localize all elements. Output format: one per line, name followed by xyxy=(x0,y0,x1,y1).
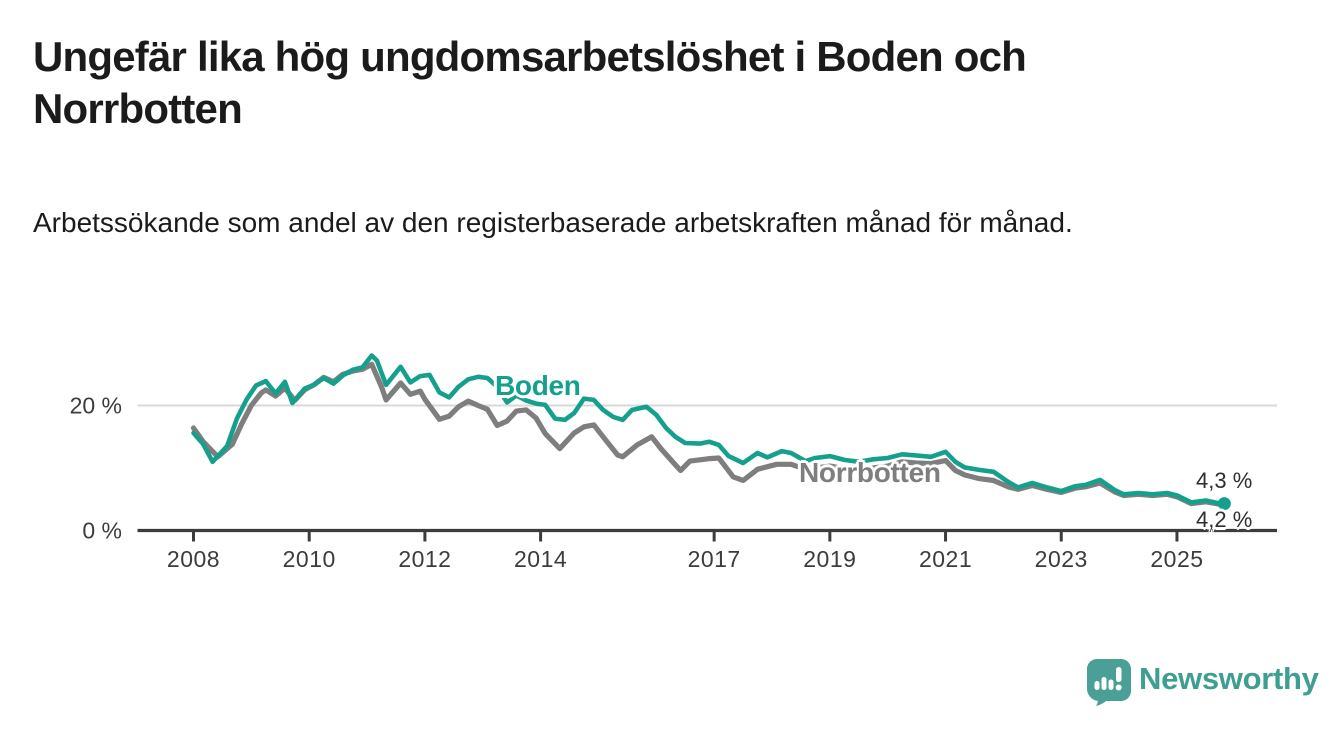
chart-title: Ungefär lika hög ungdomsarbetslöshet i B… xyxy=(33,33,1027,133)
x-tick-label: 2012 xyxy=(398,546,451,572)
x-tick-label: 2017 xyxy=(688,546,741,572)
logo-exclamation-rod xyxy=(1116,667,1122,682)
x-tick-label: 2025 xyxy=(1150,546,1203,572)
series-line-boden xyxy=(191,353,1223,506)
series-label-norrbotten: Norrbotten xyxy=(799,457,941,488)
series-label-boden: Boden xyxy=(495,370,581,401)
newsworthy-logo-icon xyxy=(1087,659,1131,706)
logo-bar-1 xyxy=(1094,681,1100,690)
logo-bar-3 xyxy=(1108,679,1114,690)
end-value-norrbotten: 4,2 % xyxy=(1196,507,1253,532)
y-tick-label: 20 % xyxy=(70,393,122,419)
x-tick-label: 2023 xyxy=(1035,546,1088,572)
x-tick-label: 2010 xyxy=(283,546,336,572)
end-value-boden: 4,3 % xyxy=(1196,468,1253,493)
chart-subtitle: Arbetssökande som andel av den registerb… xyxy=(33,207,1073,238)
logo-bar-2 xyxy=(1101,677,1107,690)
series-line-norrbotten xyxy=(190,361,1223,507)
series-end-dot-boden xyxy=(1217,497,1231,511)
logo-exclamation-dot xyxy=(1115,684,1122,691)
x-tick-label: 2014 xyxy=(514,546,567,572)
x-tick-label: 2021 xyxy=(919,546,972,572)
x-tick-label: 2019 xyxy=(803,546,856,572)
brand-name: Newsworthy xyxy=(1139,661,1319,696)
y-tick-label: 0 % xyxy=(82,518,122,544)
x-tick-label: 2008 xyxy=(167,546,220,572)
